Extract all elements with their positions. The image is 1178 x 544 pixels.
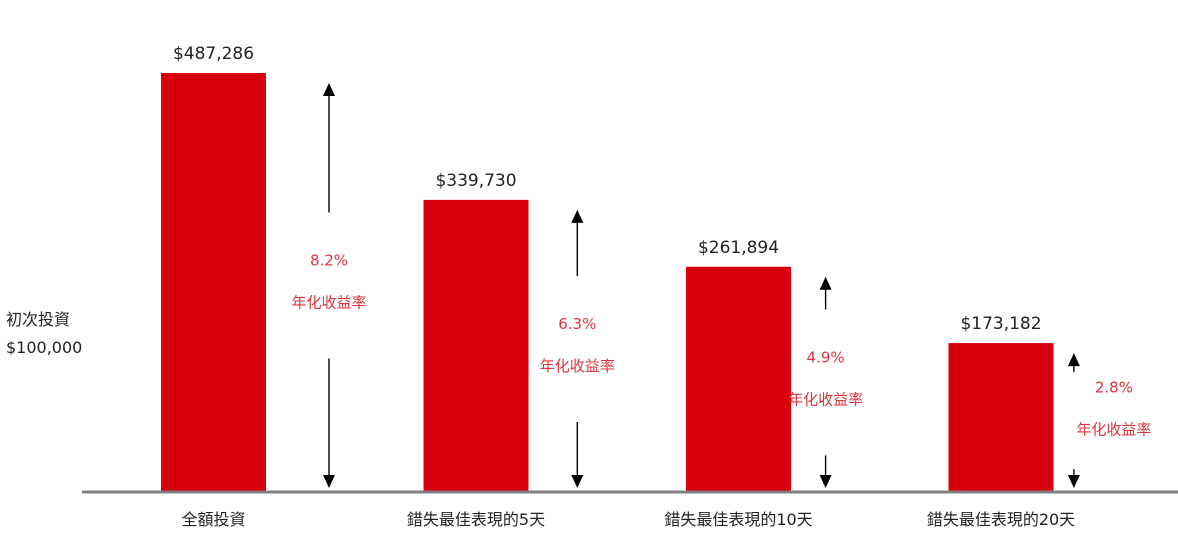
category-label: 錯失最佳表現的20天 bbox=[927, 510, 1075, 529]
bar bbox=[686, 266, 791, 492]
category-label: 錯失最佳表現的5天 bbox=[407, 510, 545, 529]
category-label: 全額投資 bbox=[181, 510, 245, 529]
bar bbox=[161, 73, 266, 492]
initial-investment-label: 初次投資 bbox=[6, 310, 71, 329]
arrow-head-up bbox=[819, 276, 832, 290]
bar-value-label: $173,182 bbox=[960, 314, 1041, 334]
return-label: 年化收益率 bbox=[540, 357, 615, 375]
annualized-return: 6.3% bbox=[558, 315, 596, 333]
arrow-head-up bbox=[571, 209, 584, 223]
return-label: 年化收益率 bbox=[788, 390, 863, 408]
arrow-head-up bbox=[1067, 353, 1080, 367]
annualized-return: 2.8% bbox=[1095, 379, 1133, 397]
bar-value-label: $261,894 bbox=[698, 238, 779, 258]
arrow-head-up bbox=[323, 83, 335, 96]
bar-value-label: $339,730 bbox=[435, 171, 516, 191]
annualized-return: 4.9% bbox=[807, 348, 845, 366]
category-label: 錯失最佳表現的10天 bbox=[664, 510, 812, 529]
bar bbox=[948, 343, 1054, 492]
bar-value-label: $487,286 bbox=[173, 44, 254, 64]
return-label: 年化收益率 bbox=[1076, 421, 1151, 439]
return-label: 年化收益率 bbox=[291, 294, 366, 312]
arrow-head-down bbox=[1067, 475, 1080, 488]
arrow-head-down bbox=[819, 475, 832, 488]
arrow-head-down bbox=[571, 475, 584, 488]
annualized-return: 8.2% bbox=[310, 252, 348, 270]
arrow-head-down bbox=[323, 475, 335, 488]
initial-investment-value: $100,000 bbox=[6, 338, 83, 357]
bar bbox=[423, 199, 529, 493]
